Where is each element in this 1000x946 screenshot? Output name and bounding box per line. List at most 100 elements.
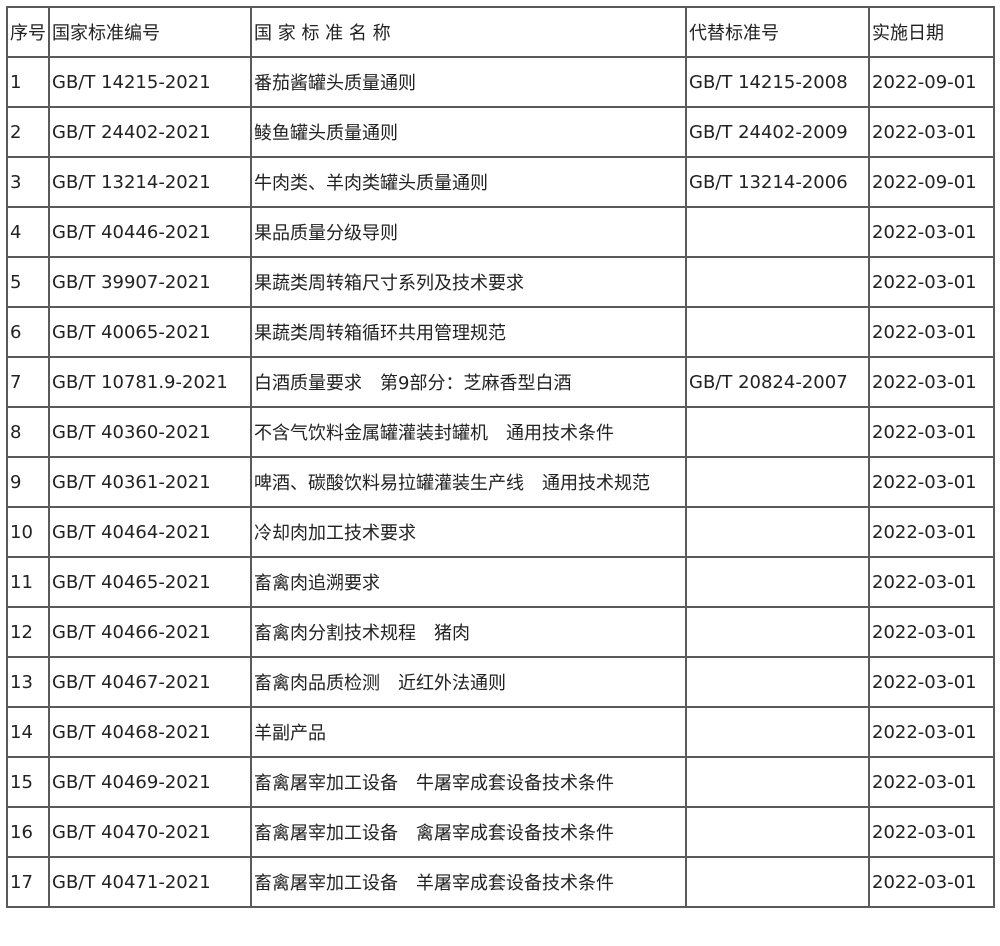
cell-replaced-standard	[685, 656, 870, 708]
cell-effective-date: 2022-03-01	[868, 106, 995, 158]
table-header-row: 序号 国家标准编号 国 家 标 准 名 称 代替标准号 实施日期	[6, 6, 995, 58]
cell-effective-date: 2022-03-01	[868, 606, 995, 658]
cell-standard-number: GB/T 40464-2021	[48, 506, 252, 558]
cell-standard-number: GB/T 40469-2021	[48, 756, 252, 808]
cell-standard-name: 啤酒、碳酸饮料易拉罐灌装生产线 通用技术规范	[250, 456, 687, 508]
cell-index: 4	[6, 206, 50, 258]
cell-effective-date: 2022-09-01	[868, 56, 995, 108]
table-row: 12 GB/T 40466-2021 畜禽肉分割技术规程 猪肉 2022-03-01	[6, 606, 995, 658]
cell-index: 6	[6, 306, 50, 358]
cell-index: 10	[6, 506, 50, 558]
cell-standard-number: GB/T 40470-2021	[48, 806, 252, 858]
cell-standard-name: 果蔬类周转箱循环共用管理规范	[250, 306, 687, 358]
cell-index: 2	[6, 106, 50, 158]
cell-replaced-standard	[685, 756, 870, 808]
cell-replaced-standard: GB/T 24402-2009	[685, 106, 870, 158]
cell-effective-date: 2022-03-01	[868, 206, 995, 258]
cell-index: 7	[6, 356, 50, 408]
cell-replaced-standard	[685, 706, 870, 758]
cell-standard-name: 畜禽肉品质检测 近红外法通则	[250, 656, 687, 708]
cell-standard-number: GB/T 40471-2021	[48, 856, 252, 908]
cell-standard-number: GB/T 40065-2021	[48, 306, 252, 358]
header-replaced-standard: 代替标准号	[685, 6, 870, 58]
cell-standard-name: 畜禽屠宰加工设备 牛屠宰成套设备技术条件	[250, 756, 687, 808]
cell-standard-number: GB/T 10781.9-2021	[48, 356, 252, 408]
header-standard-number: 国家标准编号	[48, 6, 252, 58]
cell-effective-date: 2022-03-01	[868, 406, 995, 458]
cell-replaced-standard	[685, 506, 870, 558]
cell-standard-name: 牛肉类、羊肉类罐头质量通则	[250, 156, 687, 208]
cell-index: 9	[6, 456, 50, 508]
cell-standard-name: 冷却肉加工技术要求	[250, 506, 687, 558]
cell-effective-date: 2022-03-01	[868, 456, 995, 508]
table-row: 5 GB/T 39907-2021 果蔬类周转箱尺寸系列及技术要求 2022-03-0…	[6, 256, 995, 308]
cell-standard-number: GB/T 40446-2021	[48, 206, 252, 258]
standards-table: 序号 国家标准编号 国 家 标 准 名 称 代替标准号 实施日期 1 GB/T 1…	[6, 6, 995, 908]
cell-replaced-standard	[685, 856, 870, 908]
cell-standard-number: GB/T 40360-2021	[48, 406, 252, 458]
table-row: 11 GB/T 40465-2021 畜禽肉追溯要求 2022-03-01	[6, 556, 995, 608]
table-row: 4 GB/T 40446-2021 果品质量分级导则 2022-03-01	[6, 206, 995, 258]
table-row: 3 GB/T 13214-2021 牛肉类、羊肉类罐头质量通则 GB/T 13214-…	[6, 156, 995, 208]
table-row: 8 GB/T 40360-2021 不含气饮料金属罐灌装封罐机 通用技术条件 2022…	[6, 406, 995, 458]
cell-replaced-standard	[685, 606, 870, 658]
cell-effective-date: 2022-03-01	[868, 306, 995, 358]
cell-standard-number: GB/T 14215-2021	[48, 56, 252, 108]
cell-standard-name: 不含气饮料金属罐灌装封罐机 通用技术条件	[250, 406, 687, 458]
header-standard-name: 国 家 标 准 名 称	[250, 6, 687, 58]
cell-replaced-standard	[685, 806, 870, 858]
cell-standard-name: 番茄酱罐头质量通则	[250, 56, 687, 108]
cell-index: 17	[6, 856, 50, 908]
cell-effective-date: 2022-09-01	[868, 156, 995, 208]
cell-standard-name: 鲮鱼罐头质量通则	[250, 106, 687, 158]
cell-effective-date: 2022-03-01	[868, 556, 995, 608]
cell-replaced-standard	[685, 306, 870, 358]
cell-replaced-standard: GB/T 14215-2008	[685, 56, 870, 108]
header-effective-date: 实施日期	[868, 6, 995, 58]
table-row: 15 GB/T 40469-2021 畜禽屠宰加工设备 牛屠宰成套设备技术条件 202…	[6, 756, 995, 808]
cell-standard-name: 白酒质量要求 第9部分：芝麻香型白酒	[250, 356, 687, 408]
cell-index: 16	[6, 806, 50, 858]
table-row: 1 GB/T 14215-2021 番茄酱罐头质量通则 GB/T 14215-2008…	[6, 56, 995, 108]
table-row: 2 GB/T 24402-2021 鲮鱼罐头质量通则 GB/T 24402-2009 2…	[6, 106, 995, 158]
cell-index: 11	[6, 556, 50, 608]
table-row: 7 GB/T 10781.9-2021 白酒质量要求 第9部分：芝麻香型白酒 GB/T…	[6, 356, 995, 408]
cell-effective-date: 2022-03-01	[868, 756, 995, 808]
cell-index: 5	[6, 256, 50, 308]
cell-replaced-standard	[685, 206, 870, 258]
cell-index: 15	[6, 756, 50, 808]
cell-standard-number: GB/T 40465-2021	[48, 556, 252, 608]
cell-standard-name: 畜禽屠宰加工设备 羊屠宰成套设备技术条件	[250, 856, 687, 908]
cell-standard-number: GB/T 40467-2021	[48, 656, 252, 708]
table-row: 9 GB/T 40361-2021 啤酒、碳酸饮料易拉罐灌装生产线 通用技术规范 20…	[6, 456, 995, 508]
cell-standard-number: GB/T 39907-2021	[48, 256, 252, 308]
cell-effective-date: 2022-03-01	[868, 356, 995, 408]
table-row: 14 GB/T 40468-2021 羊副产品 2022-03-01	[6, 706, 995, 758]
cell-standard-name: 畜禽屠宰加工设备 禽屠宰成套设备技术条件	[250, 806, 687, 858]
cell-effective-date: 2022-03-01	[868, 806, 995, 858]
cell-replaced-standard: GB/T 13214-2006	[685, 156, 870, 208]
cell-index: 12	[6, 606, 50, 658]
table-row: 10 GB/T 40464-2021 冷却肉加工技术要求 2022-03-01	[6, 506, 995, 558]
cell-standard-number: GB/T 40466-2021	[48, 606, 252, 658]
cell-effective-date: 2022-03-01	[868, 256, 995, 308]
cell-standard-name: 畜禽肉分割技术规程 猪肉	[250, 606, 687, 658]
cell-replaced-standard	[685, 256, 870, 308]
cell-index: 13	[6, 656, 50, 708]
cell-standard-number: GB/T 13214-2021	[48, 156, 252, 208]
cell-index: 8	[6, 406, 50, 458]
table-row: 17 GB/T 40471-2021 畜禽屠宰加工设备 羊屠宰成套设备技术条件 202…	[6, 856, 995, 908]
cell-standard-name: 羊副产品	[250, 706, 687, 758]
cell-effective-date: 2022-03-01	[868, 506, 995, 558]
header-index: 序号	[6, 6, 50, 58]
cell-index: 1	[6, 56, 50, 108]
cell-index: 3	[6, 156, 50, 208]
cell-replaced-standard	[685, 456, 870, 508]
cell-standard-number: GB/T 24402-2021	[48, 106, 252, 158]
cell-standard-number: GB/T 40361-2021	[48, 456, 252, 508]
cell-index: 14	[6, 706, 50, 758]
cell-effective-date: 2022-03-01	[868, 706, 995, 758]
cell-standard-name: 果蔬类周转箱尺寸系列及技术要求	[250, 256, 687, 308]
table-row: 16 GB/T 40470-2021 畜禽屠宰加工设备 禽屠宰成套设备技术条件 202…	[6, 806, 995, 858]
table-row: 6 GB/T 40065-2021 果蔬类周转箱循环共用管理规范 2022-03-01	[6, 306, 995, 358]
